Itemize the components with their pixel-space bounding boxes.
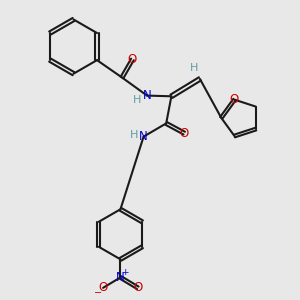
Text: O: O [180,127,189,140]
Text: +: + [121,268,129,277]
Text: O: O [230,93,239,106]
Text: N: N [143,89,152,102]
Text: O: O [98,281,108,294]
Text: H: H [190,63,198,73]
Text: H: H [133,95,142,105]
Text: O: O [128,53,137,66]
Text: O: O [133,281,142,294]
Text: −: − [94,288,102,298]
Text: N: N [116,271,125,284]
Text: H: H [130,130,138,140]
Text: N: N [139,130,148,143]
